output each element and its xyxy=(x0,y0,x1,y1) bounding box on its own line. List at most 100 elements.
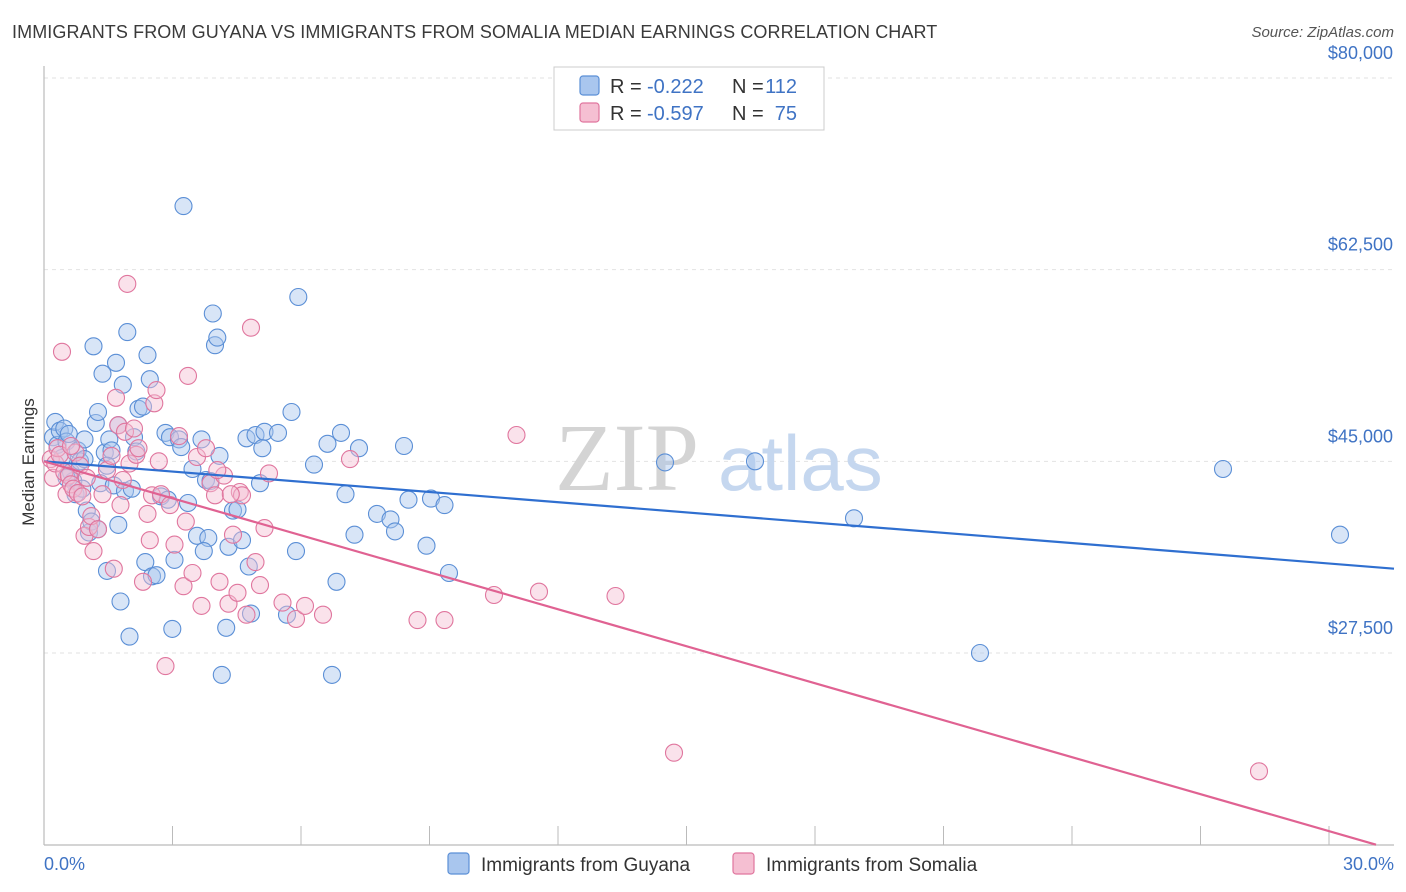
guyana-point-96 xyxy=(745,452,765,471)
somalia-point-71 xyxy=(435,611,454,630)
guyana-point-77 xyxy=(286,542,306,561)
guyana-point-95 xyxy=(655,453,675,472)
somalia-point-21 xyxy=(93,485,112,504)
somalia-point-32 xyxy=(129,439,148,458)
stat-somalia-n-label: N = xyxy=(732,103,764,125)
y-tick-label-3: $80,000 xyxy=(1328,43,1393,63)
x-tick-label-right: 30.0% xyxy=(1343,854,1394,874)
y-axis-label: Median Earnings xyxy=(19,398,38,526)
guyana-point-61 xyxy=(210,446,229,465)
legend-label-somalia: Immigrants from Somalia xyxy=(766,855,978,876)
source-label: Source: ZipAtlas.com xyxy=(1251,24,1394,41)
stat-guyana-n-label: N = xyxy=(732,76,764,98)
somalia-point-51 xyxy=(205,486,225,505)
y-tick-labels: $27,500 $45,000 $62,500 $80,000 xyxy=(1328,43,1393,638)
watermark: ZIP atlas xyxy=(555,404,883,511)
stat-guyana-r: -0.222 xyxy=(647,76,704,98)
somalia-point-42 xyxy=(165,535,184,554)
somalia-point-5 xyxy=(52,342,72,361)
somalia-point-65 xyxy=(273,593,292,612)
guyana-point-106 xyxy=(172,438,191,457)
somalia-point-55 xyxy=(223,525,243,544)
stats-legend: R = -0.222 N = 112 R = -0.597 N = 75 xyxy=(553,66,825,131)
somalia-point-64 xyxy=(259,464,279,483)
somalia-point-26 xyxy=(111,496,130,515)
y-tick-label-0: $27,500 xyxy=(1328,618,1393,638)
somalia-point-70 xyxy=(408,611,427,630)
legend-label-guyana: Immigrants from Guyana xyxy=(481,855,690,876)
guyana-point-59 xyxy=(205,336,225,355)
guyana-point-28 xyxy=(106,353,126,372)
somalia-point-38 xyxy=(147,381,166,400)
somalia-point-59 xyxy=(237,605,256,624)
somalia-point-73 xyxy=(507,425,526,445)
somalia-point-19 xyxy=(84,542,103,561)
guyana-point-67 xyxy=(232,531,252,550)
guyana-point-63 xyxy=(217,618,236,637)
somalia-point-34 xyxy=(138,504,157,523)
legend-swatch-somalia xyxy=(732,852,755,875)
guyana-point-54 xyxy=(192,430,211,449)
guyana-point-41 xyxy=(140,370,159,389)
somalia-point-61 xyxy=(246,553,265,572)
guyana-point-40 xyxy=(138,346,157,365)
guyana-point-38 xyxy=(133,397,153,416)
stat-somalia-r: -0.597 xyxy=(647,103,704,125)
guyana-point-18 xyxy=(84,337,103,356)
somalia-point-37 xyxy=(145,394,164,413)
guyana-point-33 xyxy=(118,323,137,342)
somalia-point-31 xyxy=(127,445,146,464)
guyana-point-60 xyxy=(208,328,227,347)
guyana-point-99 xyxy=(1213,459,1233,479)
somalia-point-56 xyxy=(228,583,247,602)
guyana-point-83 xyxy=(331,423,351,442)
guyana-point-76 xyxy=(282,402,301,422)
guyana-point-58 xyxy=(203,304,222,323)
stat-guyana-n: 112 xyxy=(765,76,797,98)
somalia-point-69 xyxy=(340,450,360,469)
somalia-point-43 xyxy=(169,427,189,446)
guyana-point-34 xyxy=(120,627,139,646)
somalia-point-74 xyxy=(529,582,549,601)
somalia-point-3 xyxy=(48,439,67,458)
guyana-point-111 xyxy=(194,542,213,561)
guyana-point-48 xyxy=(165,550,184,569)
guyana-point-88 xyxy=(385,522,405,541)
guyana-point-107 xyxy=(253,439,272,458)
somalia-point-23 xyxy=(102,446,121,465)
somalia-point-28 xyxy=(118,274,137,293)
guyana-point-75 xyxy=(277,605,297,624)
somalia-point-82 xyxy=(104,559,123,578)
stats-swatch-guyana xyxy=(579,75,600,96)
somalia-point-44 xyxy=(174,577,193,596)
somalia-point-60 xyxy=(241,318,261,337)
stat-somalia-n: 75 xyxy=(775,103,797,125)
somalia-point-35 xyxy=(140,531,159,550)
somalia-point-25 xyxy=(109,416,128,435)
guyana-point-100 xyxy=(1330,525,1350,544)
guyana-point-80 xyxy=(318,434,337,453)
guyana-trendline xyxy=(43,460,1395,570)
y-tick-label-1: $45,000 xyxy=(1328,426,1393,446)
somalia-point-14 xyxy=(73,487,92,506)
somalia-point-33 xyxy=(133,572,153,591)
stat-guyana-r-label: R = xyxy=(610,76,642,98)
somalia-point-52 xyxy=(210,572,229,591)
guyana-point-53 xyxy=(187,526,207,545)
guyana-point-20 xyxy=(88,402,108,422)
chart-title: IMMIGRANTS FROM GUYANA VS IMMIGRANTS FRO… xyxy=(12,22,938,42)
guyana-point-109 xyxy=(109,515,128,534)
watermark-atlas: atlas xyxy=(718,419,883,507)
somalia-point-77 xyxy=(1249,762,1269,781)
series-guyana-points xyxy=(43,197,1350,684)
somalia-point-46 xyxy=(183,563,202,583)
somalia-point-62 xyxy=(250,576,270,595)
somalia-point-1 xyxy=(43,468,63,487)
trendlines xyxy=(43,460,1395,846)
somalia-trendline xyxy=(43,460,1377,846)
legend-swatch-guyana xyxy=(447,852,470,875)
somalia-point-84 xyxy=(221,485,240,504)
guyana-point-90 xyxy=(399,490,418,509)
somalia-point-75 xyxy=(606,586,625,606)
